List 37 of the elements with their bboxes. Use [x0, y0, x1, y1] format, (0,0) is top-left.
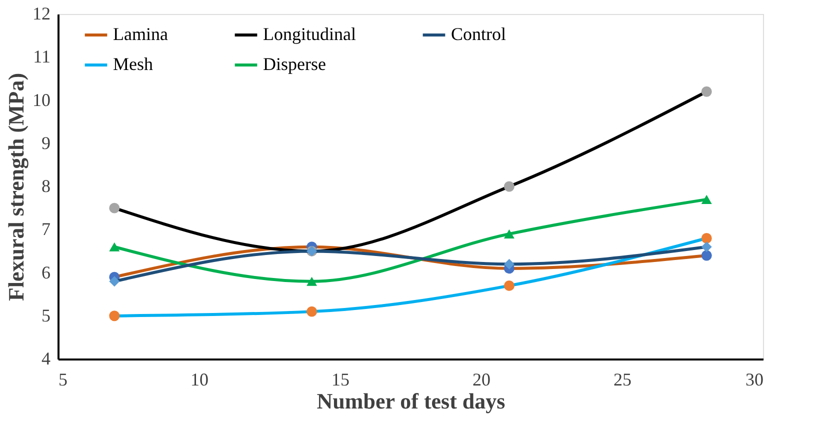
- y-tick-label: 9: [42, 132, 50, 153]
- y-tick-label: 12: [32, 4, 50, 24]
- point: [701, 250, 712, 261]
- x-tick-label: 5: [58, 370, 68, 390]
- y-tick-label: 5: [42, 305, 50, 326]
- point: [504, 229, 514, 238]
- y-tick-label: 11: [33, 46, 50, 67]
- point: [504, 258, 514, 270]
- x-tick-label: 20: [472, 370, 490, 390]
- legend-label: Lamina: [113, 24, 168, 44]
- y-axis-title: Flexural strength (MPa): [4, 72, 28, 302]
- point: [109, 276, 120, 287]
- point: [504, 181, 514, 192]
- y-tick-label: 10: [32, 90, 50, 110]
- point: [701, 242, 712, 252]
- y-tick-label: 6: [42, 262, 50, 282]
- point: [109, 202, 120, 214]
- point: [701, 86, 712, 97]
- point: [306, 276, 318, 286]
- point: [701, 233, 712, 244]
- legend-label: Mesh: [113, 54, 153, 74]
- point: [504, 280, 514, 291]
- y-tick-label: 7: [42, 219, 50, 240]
- point: [306, 306, 318, 317]
- point: [109, 242, 120, 252]
- x-axis-title: Number of test days: [316, 388, 506, 414]
- x-tick-label: 30: [746, 370, 764, 390]
- point: [109, 310, 120, 322]
- x-tick-label: 25: [614, 370, 632, 390]
- x-tick-label: 10: [190, 370, 208, 390]
- legend-label: Disperse: [263, 54, 326, 74]
- point: [701, 194, 712, 204]
- y-tick-label: 4: [42, 348, 50, 368]
- x-tick-label: 15: [332, 370, 350, 390]
- legend-label: Control: [451, 24, 506, 44]
- legend-label: Longitudinal: [263, 24, 356, 44]
- y-tick-label: 8: [42, 176, 50, 196]
